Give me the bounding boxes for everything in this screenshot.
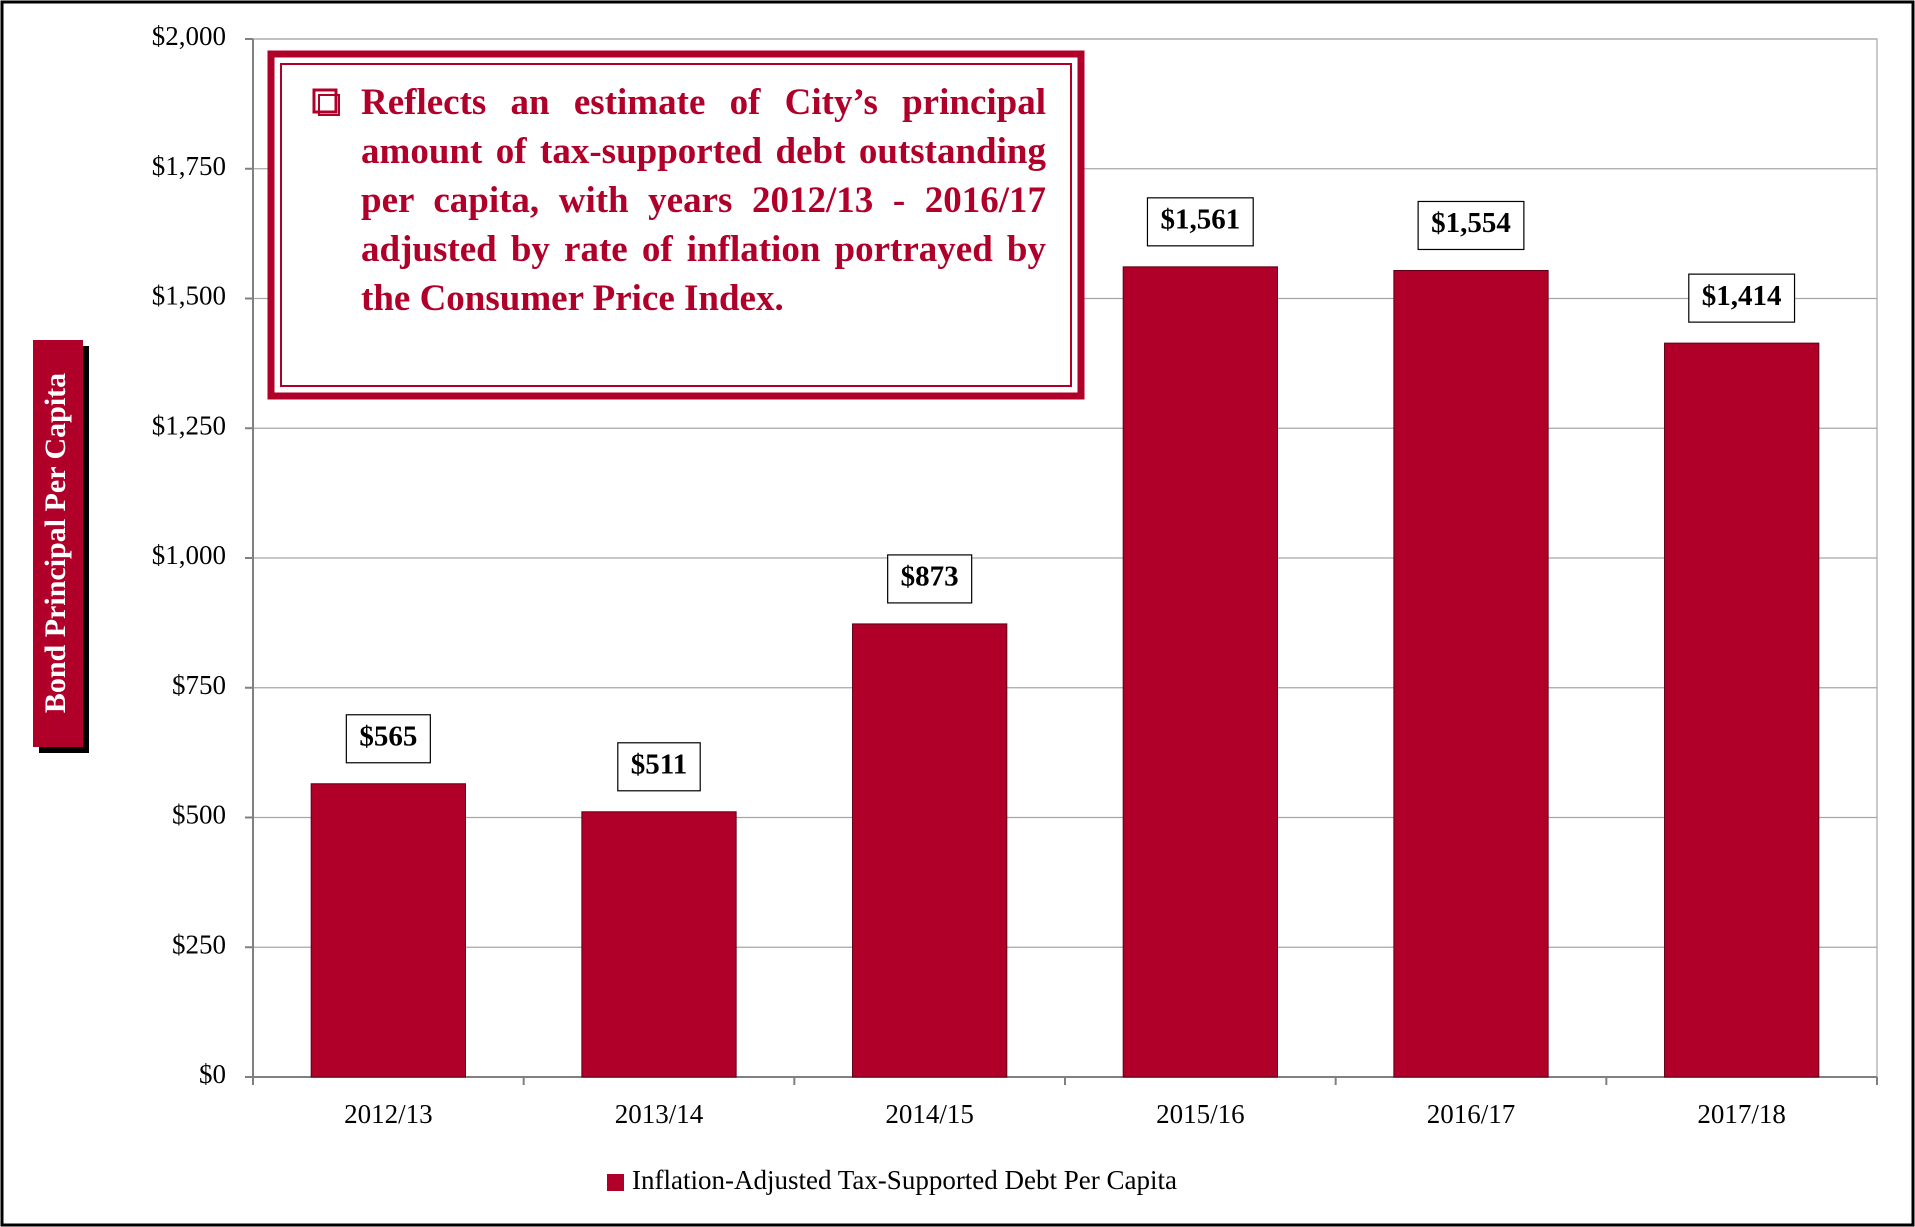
- y-tick-label: $1,500: [152, 281, 226, 311]
- x-tick-label: 2017/18: [1697, 1099, 1786, 1129]
- annotation-box: [267, 50, 1085, 400]
- annotation: Reflects an estimate of City’s principal…: [361, 82, 1046, 319]
- y-axis-label: Bond Principal Per Capita: [39, 373, 72, 713]
- bar: [1122, 266, 1278, 1078]
- data-label-box: [1146, 197, 1254, 247]
- data-label-box: [345, 714, 431, 764]
- x-tick-label: 2012/13: [344, 1099, 433, 1129]
- bar: [852, 623, 1008, 1078]
- data-label-box: [1417, 200, 1525, 251]
- annotation-text: Reflects an estimate of City’s principal…: [361, 82, 1046, 319]
- y-tick-label: $500: [172, 800, 226, 830]
- data-label: $1,414: [1702, 280, 1782, 312]
- legend-swatch: [607, 1174, 624, 1191]
- annotation-bullet: [312, 88, 338, 114]
- bars: $565 $511 $873 $1,561 $1,554 $1,414: [310, 197, 1820, 1078]
- bar: [1664, 342, 1820, 1078]
- data-label: $511: [631, 748, 687, 780]
- data-label: $1,554: [1431, 207, 1511, 239]
- x-tick-label: 2013/14: [615, 1099, 704, 1129]
- bar: [310, 783, 466, 1078]
- data-label: $873: [901, 561, 959, 593]
- data-label-box: [1688, 273, 1796, 323]
- annotation-inner-border: [280, 63, 1072, 387]
- y-tick-label: $250: [172, 929, 226, 959]
- y-tick-label: $750: [172, 670, 226, 700]
- y-label-box: [33, 340, 83, 747]
- data-label-box: [617, 742, 701, 792]
- x-tick-label: 2015/16: [1156, 1099, 1245, 1129]
- y-tick-label: $2,000: [152, 21, 226, 51]
- y-tick-label: $1,750: [152, 151, 226, 181]
- y-tick-label: $1,250: [152, 410, 226, 440]
- x-tick-label: 2014/15: [885, 1099, 974, 1129]
- annotation-bullet-shadow: [318, 94, 340, 116]
- y-tick-label: $0: [199, 1059, 226, 1089]
- data-label: $565: [359, 720, 417, 752]
- bar: [581, 811, 737, 1078]
- x-tick-label: 2016/17: [1427, 1099, 1516, 1129]
- bar: [1393, 269, 1549, 1078]
- legend-label: Inflation-Adjusted Tax-Supported Debt Pe…: [632, 1165, 1177, 1195]
- data-label: $1,561: [1160, 203, 1240, 235]
- data-label-box: [887, 554, 973, 604]
- y-tick-label: $1,000: [152, 540, 226, 570]
